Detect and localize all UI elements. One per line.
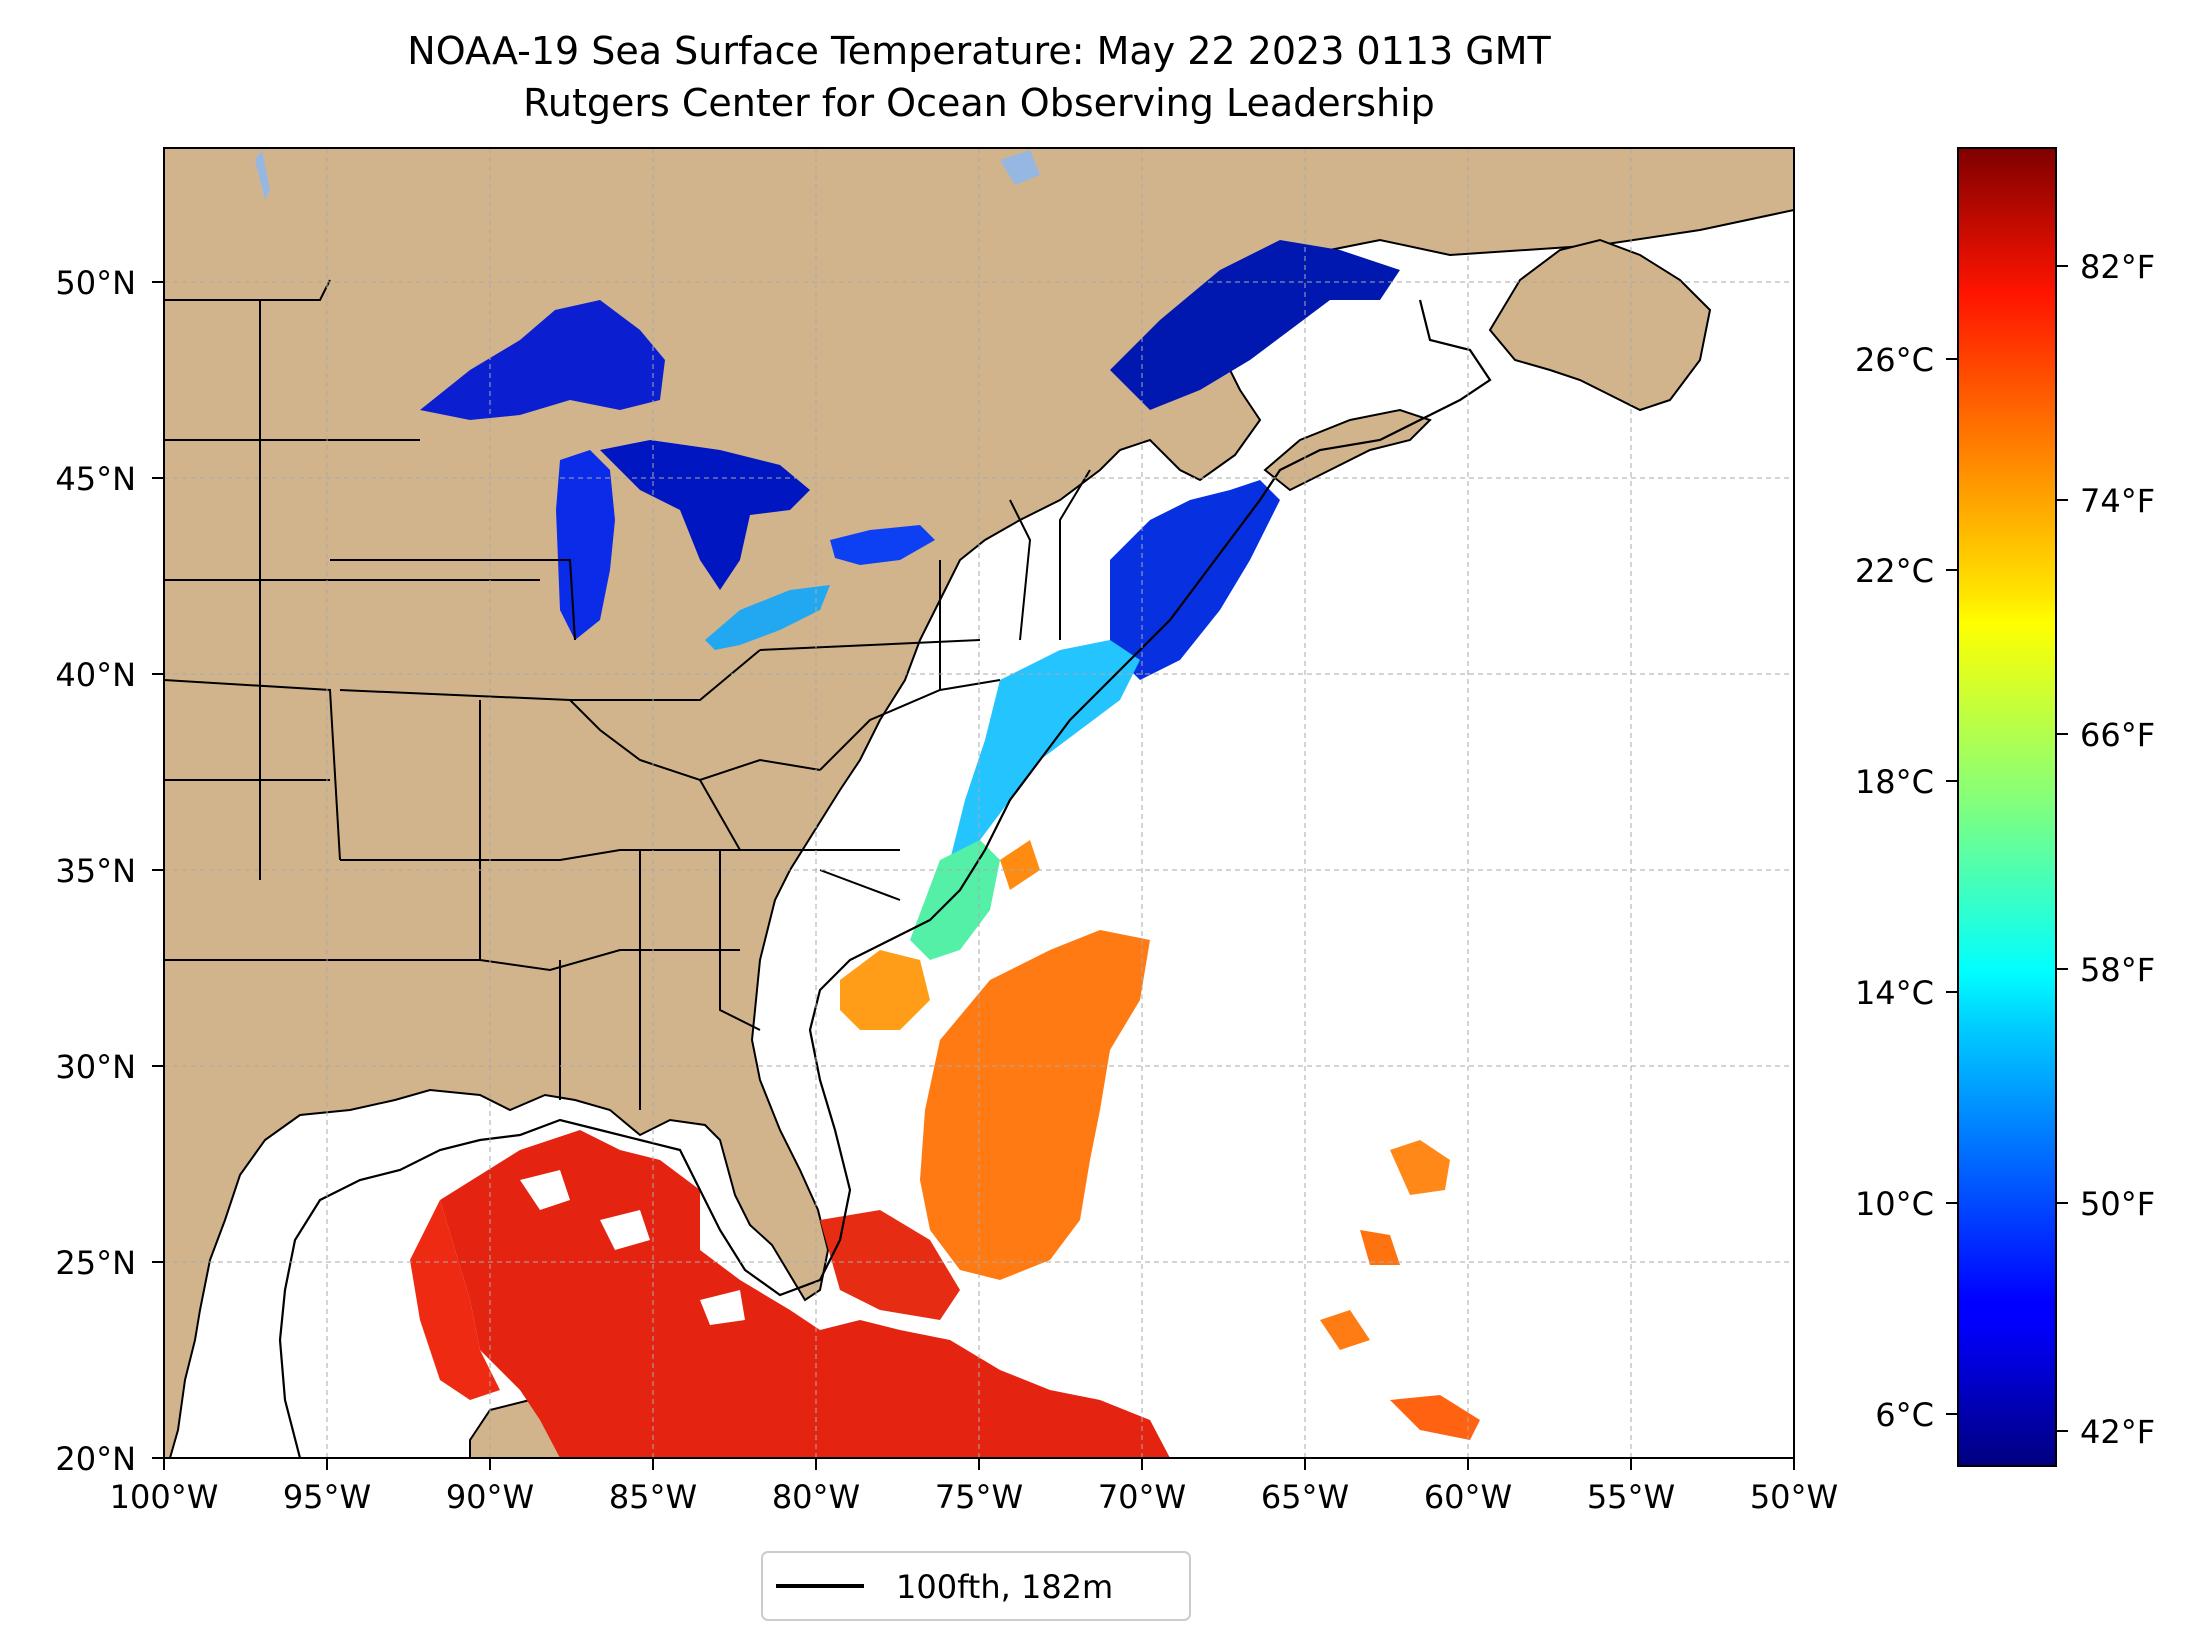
lake-winnipeg <box>255 150 270 200</box>
lake-superior <box>420 300 665 420</box>
lon-tick-label: 95°W <box>283 1478 371 1516</box>
sst-gulf-of-mexico <box>440 1130 1170 1458</box>
fahrenheit-tick-label: 82°F <box>2080 248 2155 286</box>
fahrenheit-tick-label: 50°F <box>2080 1185 2155 1223</box>
state-borders <box>164 279 1091 1110</box>
sst-sargasso-warm <box>920 930 1150 1280</box>
legend-box <box>761 1551 1191 1621</box>
sst-gulf-stream-north <box>1000 840 1040 890</box>
lake-erie <box>705 585 830 650</box>
colorbar-gradient <box>1957 147 2057 1467</box>
colorbar-celsius-axis: 6°C 10°C 14°C 18°C 22°C 26°C <box>1855 341 1958 1434</box>
sst-south-atlantic-bight <box>840 950 930 1030</box>
lon-tick-label: 65°W <box>1261 1478 1349 1516</box>
fahrenheit-tick-label: 42°F <box>2080 1413 2155 1451</box>
cloud-gap-gulf-2 <box>600 1210 650 1250</box>
lon-tick-label: 80°W <box>772 1478 860 1516</box>
sst-offshore-patch-4 <box>1320 1310 1370 1350</box>
lake-nipigon <box>1000 150 1040 185</box>
lat-tick-label: 25°N <box>55 1244 136 1282</box>
isobath-100fth <box>278 299 1492 1458</box>
legend-label: 100fth, 182m <box>896 1568 1113 1606</box>
lon-tick-label: 75°W <box>935 1478 1023 1516</box>
fahrenheit-tick-label: 66°F <box>2080 716 2155 754</box>
longitude-axis: 100°W 95°W 90°W 85°W 80°W 75°W 70°W 65°W… <box>110 1458 1838 1516</box>
sst-gulf-west <box>410 1200 500 1400</box>
fahrenheit-tick-label: 74°F <box>2080 482 2155 520</box>
map-subtitle: Rutgers Center for Ocean Observing Leade… <box>523 81 1435 125</box>
sst-mid-atlantic-shelf <box>950 640 1140 880</box>
cloud-gap-gulf-1 <box>520 1170 570 1210</box>
lon-tick-label: 70°W <box>1098 1478 1186 1516</box>
map-panel <box>164 148 1794 1458</box>
lon-tick-label: 100°W <box>110 1478 219 1516</box>
sst-offshore-patch-3 <box>1390 1395 1480 1440</box>
fahrenheit-tick-label: 58°F <box>2080 951 2155 989</box>
lat-tick-label: 30°N <box>55 1048 136 1086</box>
map-legend: 100fth, 182m <box>761 1551 1191 1621</box>
lon-tick-label: 85°W <box>609 1478 697 1516</box>
lat-tick-label: 50°N <box>55 264 136 302</box>
map-title: NOAA-19 Sea Surface Temperature: May 22 … <box>407 29 1551 73</box>
lake-ontario <box>830 525 935 565</box>
celsius-tick-label: 18°C <box>1855 763 1934 801</box>
lat-tick-label: 45°N <box>55 460 136 498</box>
lon-tick-label: 50°W <box>1750 1478 1838 1516</box>
celsius-tick-label: 22°C <box>1855 552 1934 590</box>
lake-michigan <box>556 450 615 640</box>
celsius-tick-label: 26°C <box>1855 341 1934 379</box>
land-nova-scotia <box>1263 408 1432 492</box>
celsius-tick-label: 6°C <box>1875 1396 1934 1434</box>
sst-bahamas-warm <box>820 1210 960 1320</box>
map-gridlines <box>164 148 1794 1458</box>
lon-tick-label: 90°W <box>446 1478 534 1516</box>
colorbar-fahrenheit-axis: 42°F 50°F 58°F 66°F 74°F 82°F <box>2056 248 2155 1451</box>
lon-tick-label: 60°W <box>1424 1478 1512 1516</box>
celsius-tick-label: 10°C <box>1855 1185 1934 1223</box>
lat-tick-label: 35°N <box>55 852 136 890</box>
sst-offshore-patch-2 <box>1360 1230 1400 1265</box>
lon-tick-label: 55°W <box>1587 1478 1675 1516</box>
celsius-tick-label: 14°C <box>1855 974 1934 1012</box>
lat-tick-label: 40°N <box>55 656 136 694</box>
latitude-axis: 20°N 25°N 30°N 35°N 40°N 45°N 50°N <box>55 264 164 1478</box>
cloud-gap-gulf-3 <box>700 1290 745 1325</box>
colorbar: 6°C 10°C 14°C 18°C 22°C 26°C 42°F 50°F 5… <box>1855 147 2155 1467</box>
lat-tick-label: 20°N <box>55 1440 136 1478</box>
sst-offshore-patch-1 <box>1390 1140 1450 1195</box>
